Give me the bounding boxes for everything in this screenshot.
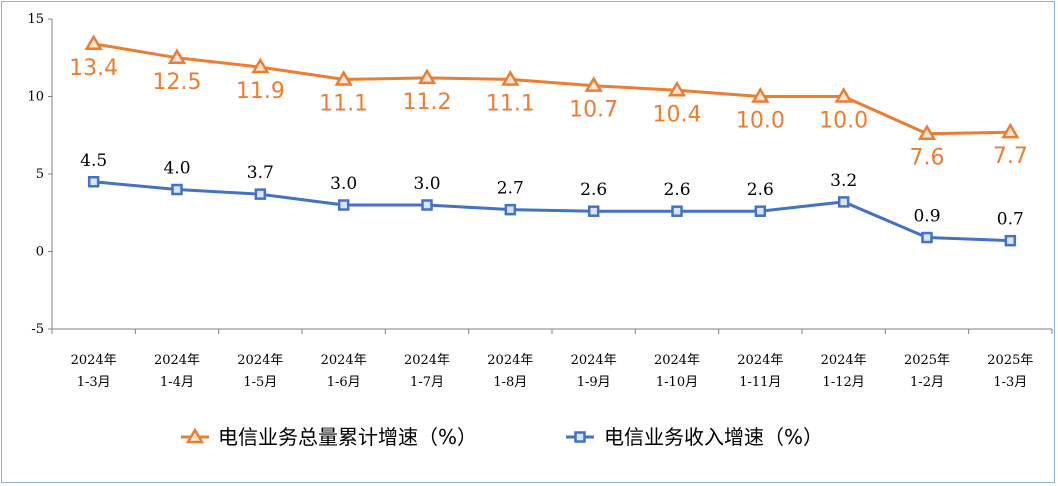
x-tick-label-period: 1-8月 <box>493 375 527 390</box>
x-tick-label-year: 2024年 <box>487 353 533 368</box>
x-tick-label-year: 2024年 <box>154 353 200 368</box>
x-tick-label-year: 2024年 <box>404 353 450 368</box>
x-tick-label-year: 2024年 <box>737 353 783 368</box>
data-point-square <box>504 203 517 216</box>
data-point-triangle <box>751 87 770 103</box>
data-label-revenue: 3.7 <box>247 163 274 183</box>
x-tick-label-year: 2024年 <box>237 353 283 368</box>
data-point-triangle <box>584 76 603 92</box>
data-point-square <box>171 183 183 196</box>
x-tick-label-period: 1-9月 <box>577 375 611 390</box>
data-point-square <box>587 205 600 217</box>
data-point-triangle <box>501 69 520 86</box>
data-point-square <box>421 199 433 211</box>
y-tick-label: 15 <box>27 12 44 27</box>
x-tick-label-period: 1-5月 <box>243 375 277 390</box>
data-label-total-volume: 10.0 <box>736 109 785 134</box>
series-line-2 <box>93 180 1011 243</box>
data-point-square <box>337 199 350 211</box>
data-label-revenue: 0.9 <box>913 207 940 227</box>
x-tick-label-period: 1-4月 <box>160 375 194 390</box>
x-tick-label-year: 2025年 <box>987 353 1033 368</box>
x-tick-label-period: 1-7月 <box>410 375 444 390</box>
data-label-total-volume: 7.6 <box>910 146 945 171</box>
data-label-total-volume: 13.4 <box>69 56 118 81</box>
legend-marker-square <box>574 431 586 443</box>
data-label-total-volume: 12.5 <box>153 70 202 95</box>
data-point-triangle <box>251 57 270 74</box>
x-tick-label-period: 1-2月 <box>910 375 944 390</box>
x-tick-label-period: 1-10月 <box>656 375 698 390</box>
y-tick-label: -5 <box>31 322 44 337</box>
data-point-triangle <box>417 68 437 85</box>
data-label-revenue: 2.6 <box>580 180 607 200</box>
data-label-revenue: 3.0 <box>330 174 357 194</box>
data-label-revenue: 2.6 <box>747 180 774 200</box>
data-point-square <box>837 196 850 208</box>
x-tick-label-year: 2024年 <box>821 353 867 368</box>
data-point-triangle <box>167 48 187 64</box>
data-label-total-volume: 11.2 <box>403 90 452 115</box>
data-point-triangle <box>1001 122 1020 139</box>
data-point-square <box>87 176 100 188</box>
data-label-revenue: 3.0 <box>413 174 440 194</box>
data-point-square <box>1004 234 1017 247</box>
x-tick-label-year: 2025年 <box>904 353 950 368</box>
legend-marker-triangle <box>185 427 205 444</box>
data-point-triangle <box>84 34 103 51</box>
data-point-square <box>754 205 767 217</box>
x-tick-label-year: 2024年 <box>654 353 700 368</box>
x-tick-label-period: 1-3月 <box>77 375 111 390</box>
legend-label-total-volume: 电信业务总量累计增速（%） <box>218 425 477 449</box>
data-label-total-volume: 10.0 <box>819 109 868 134</box>
x-tick-label-period: 1-6月 <box>327 375 361 390</box>
y-tick-label: 0 <box>36 245 44 260</box>
data-label-total-volume: 11.9 <box>236 79 285 104</box>
data-point-square <box>671 205 683 217</box>
data-point-triangle <box>667 80 687 97</box>
data-point-triangle <box>334 69 353 86</box>
x-tick-label-year: 2024年 <box>321 353 367 368</box>
data-label-total-volume: 7.7 <box>993 144 1028 169</box>
data-label-revenue: 0.7 <box>997 210 1024 230</box>
legend-label-revenue: 电信业务收入增速（%） <box>604 425 823 449</box>
data-label-total-volume: 10.4 <box>653 102 702 127</box>
data-point-square <box>254 188 267 200</box>
data-label-total-volume: 11.1 <box>319 91 368 116</box>
data-label-revenue: 2.6 <box>663 180 690 200</box>
data-label-revenue: 4.5 <box>80 151 107 171</box>
data-label-revenue: 2.7 <box>497 179 524 199</box>
x-tick-label-year: 2024年 <box>71 353 117 368</box>
data-point-square <box>921 231 933 244</box>
x-tick-label-period: 1-3月 <box>993 375 1027 390</box>
data-point-triangle <box>834 87 853 103</box>
series-line-1 <box>93 42 1011 136</box>
x-tick-label-year: 2024年 <box>571 353 617 368</box>
data-point-triangle <box>917 124 937 140</box>
data-label-revenue: 3.2 <box>830 171 857 191</box>
data-label-total-volume: 10.7 <box>569 98 618 123</box>
x-tick-label-period: 1-11月 <box>739 375 781 390</box>
y-tick-label: 10 <box>27 90 44 105</box>
y-tick-label: 5 <box>36 167 44 182</box>
data-label-revenue: 4.0 <box>163 159 190 179</box>
x-tick-label-period: 1-12月 <box>823 375 865 390</box>
data-label-total-volume: 11.1 <box>486 91 535 116</box>
